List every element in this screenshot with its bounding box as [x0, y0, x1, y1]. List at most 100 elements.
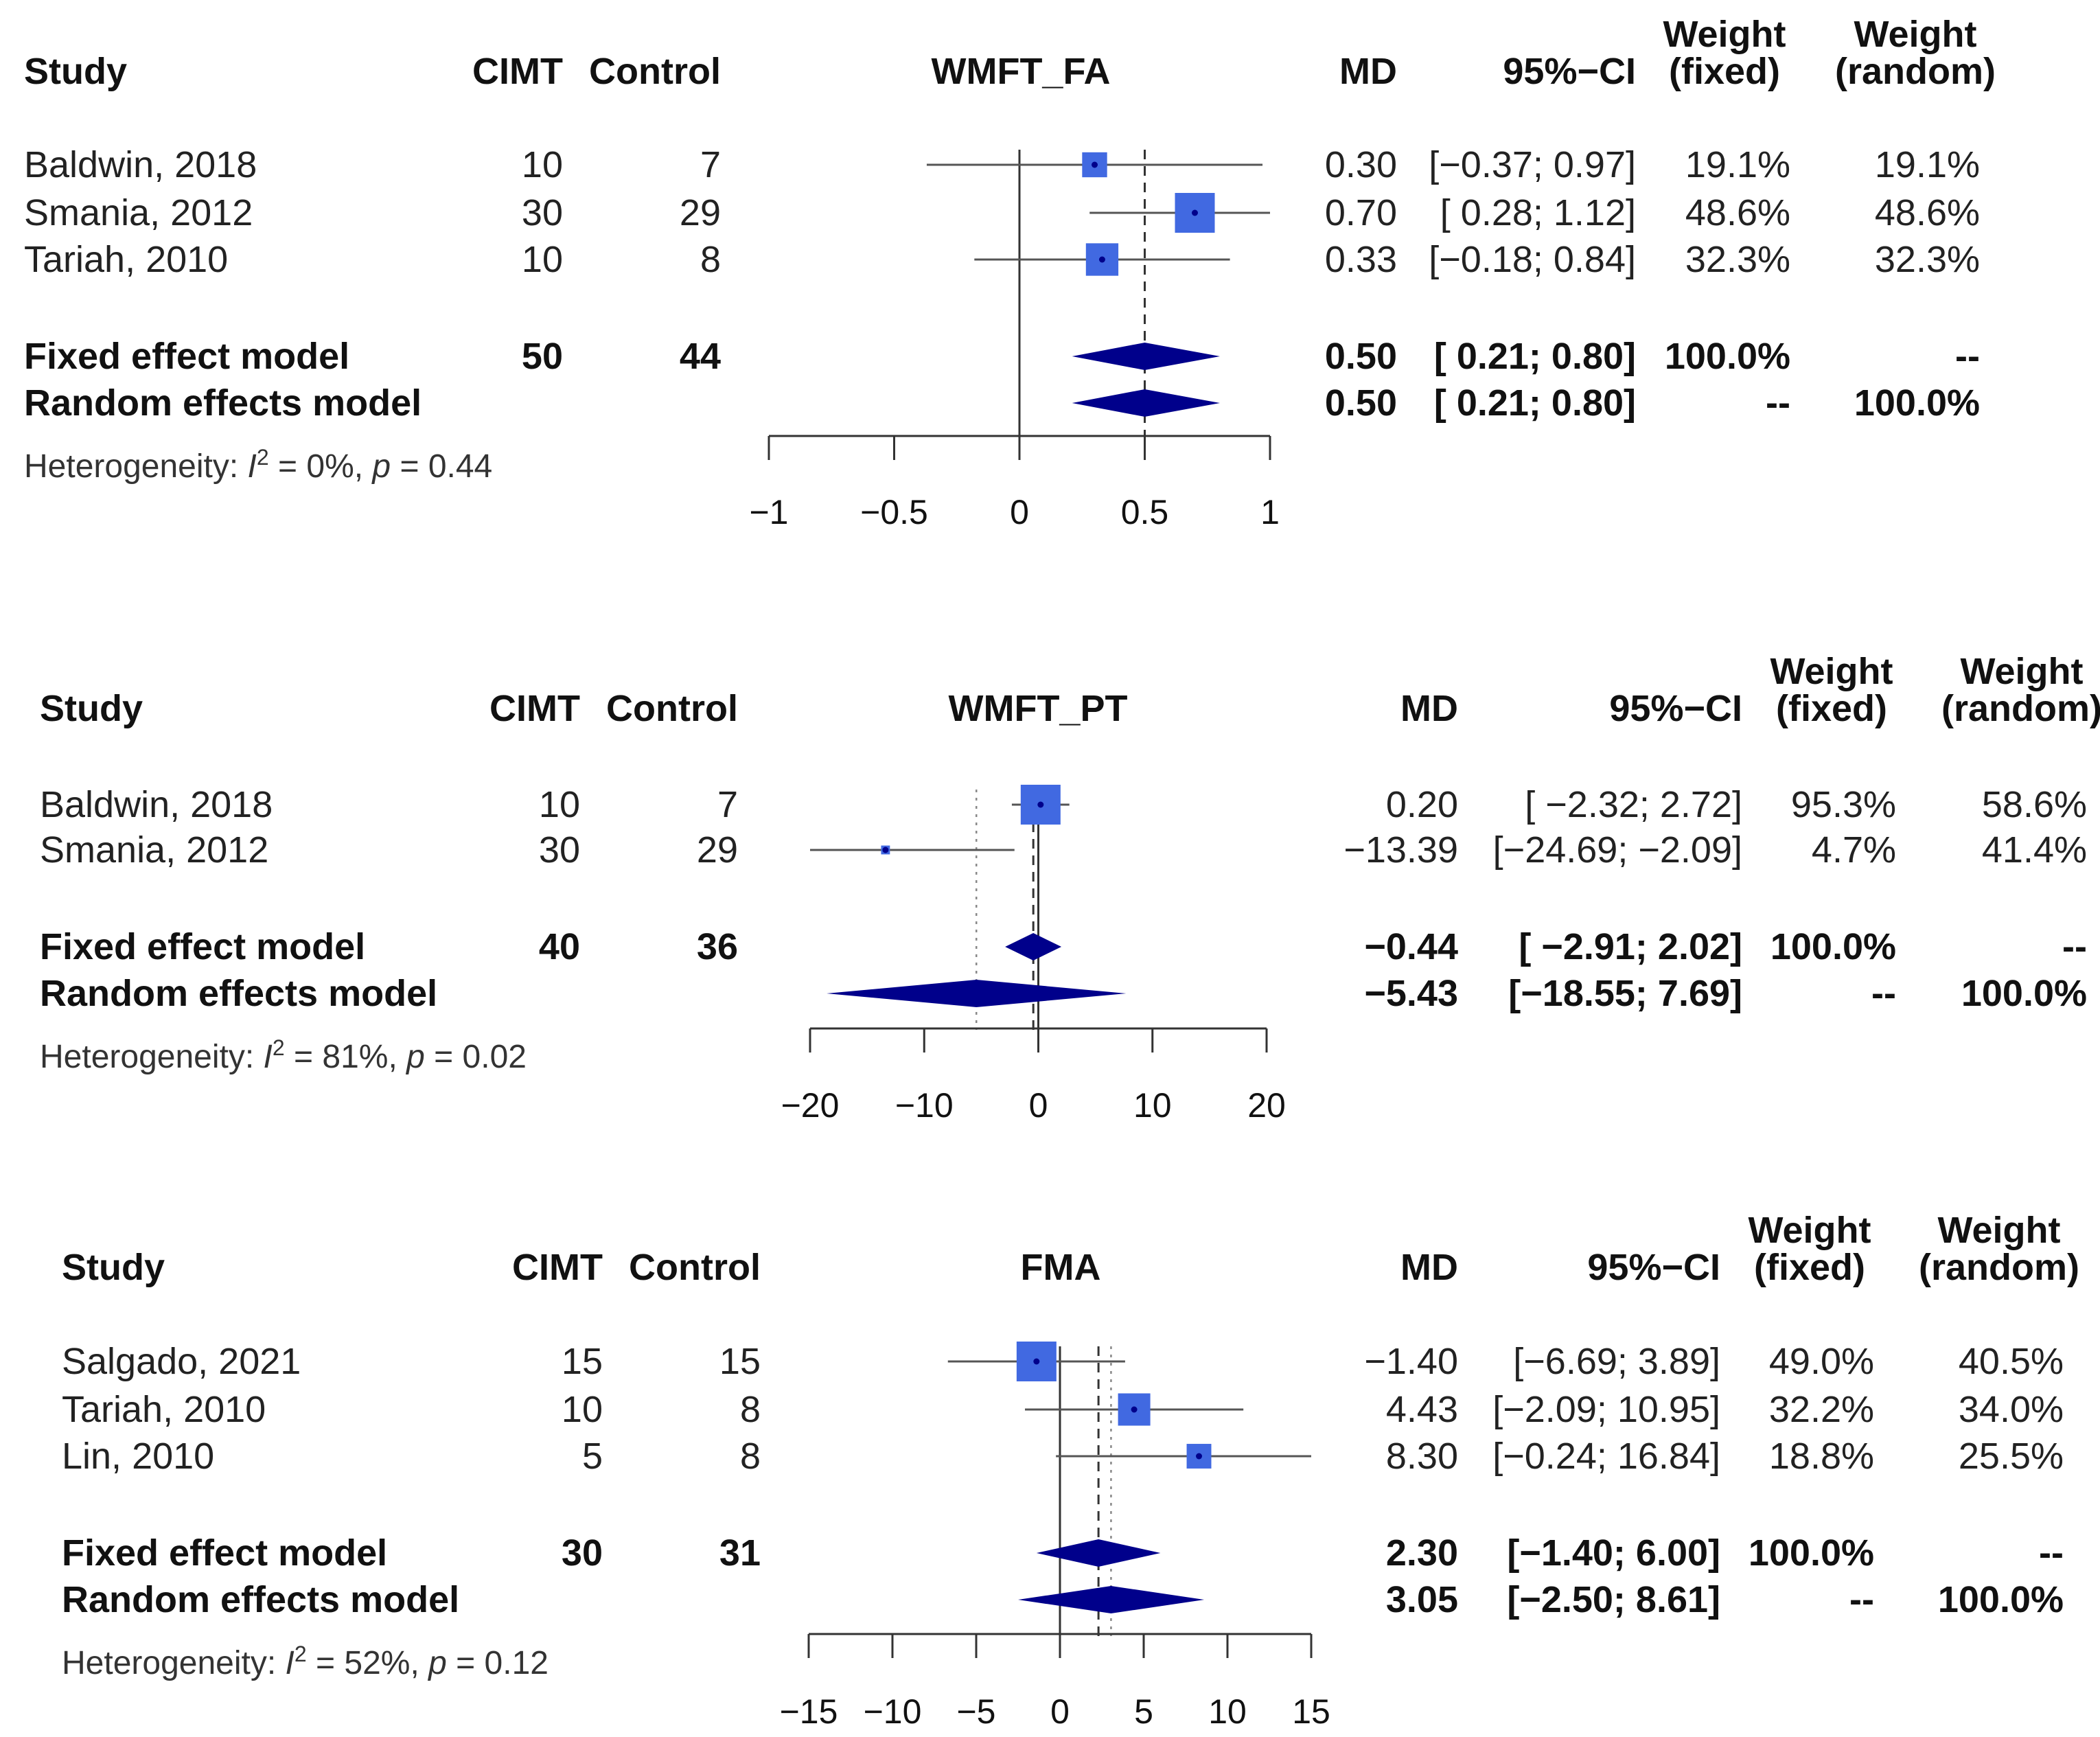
random-model-label: Random effects model	[62, 1579, 459, 1620]
fixed-cimt-total: 40	[539, 926, 580, 967]
study-control-n: 7	[717, 784, 738, 825]
study-point	[1092, 161, 1098, 168]
x-axis-tick-label: 15	[1292, 1692, 1330, 1731]
random-model-label: Random effects model	[40, 973, 437, 1014]
heterogeneity-pval: = 0.44	[391, 448, 492, 485]
study-point	[882, 847, 889, 853]
x-axis-tick-label: 0	[1050, 1692, 1070, 1731]
study-md: −1.40	[1364, 1341, 1458, 1382]
random-md: −5.43	[1364, 973, 1458, 1014]
random-ci: [−18.55; 7.69]	[1508, 973, 1742, 1014]
x-axis-tick-label: 10	[1133, 1086, 1172, 1125]
study-md: 4.43	[1386, 1389, 1458, 1430]
fixed-cimt-total: 30	[562, 1532, 603, 1574]
x-axis-tick-label: −10	[864, 1692, 922, 1731]
study-point	[1037, 801, 1044, 808]
x-axis-tick-label: −5	[956, 1692, 995, 1731]
study-ci: [ −2.32; 2.72]	[1525, 784, 1742, 825]
study-cimt-n: 30	[522, 192, 563, 233]
study-weight-fixed: 49.0%	[1769, 1341, 1874, 1382]
header-fixed: (fixed)	[1754, 1247, 1865, 1288]
fixed-md: −0.44	[1364, 926, 1458, 967]
random-md: 0.50	[1325, 382, 1397, 424]
heterogeneity-rest: = 0%,	[269, 448, 373, 485]
fixed-effect-diamond	[1072, 343, 1220, 370]
fixed-ci: [ −2.91; 2.02]	[1519, 926, 1742, 967]
fixed-ci: [−1.40; 6.00]	[1507, 1532, 1720, 1574]
random-weight-fixed: --	[1871, 973, 1896, 1014]
forest-panel-wmft_pt: Study CIMT Control WMFT_PT MD 95%−CIWeight(fi…	[40, 651, 2100, 1125]
header-study: Study	[24, 51, 127, 92]
heterogeneity-sup: 2	[295, 1642, 307, 1666]
x-axis-tick-label: −10	[895, 1086, 954, 1125]
study-md: 0.70	[1325, 192, 1397, 233]
header-md: MD	[1339, 51, 1397, 92]
fixed-weight-random: --	[2039, 1532, 2064, 1574]
fixed-model-label: Fixed effect model	[40, 926, 365, 967]
study-ci: [−2.09; 10.95]	[1492, 1389, 1720, 1430]
random-effect-diamond	[1018, 1586, 1205, 1613]
study-cimt-n: 10	[539, 784, 580, 825]
header-ci: 95%−CI	[1503, 51, 1636, 92]
study-control-n: 8	[740, 1436, 761, 1477]
fixed-model-label: Fixed effect model	[24, 336, 349, 377]
random-weight-random: 100.0%	[1854, 382, 1980, 424]
fixed-weight-random: --	[1955, 336, 1980, 377]
header-md: MD	[1400, 1247, 1458, 1288]
study-weight-random: 19.1%	[1875, 144, 1980, 185]
x-axis-tick-label: 0	[1010, 493, 1029, 531]
random-model-label: Random effects model	[24, 382, 422, 424]
study-name: Tariah, 2010	[24, 239, 228, 280]
fixed-md: 0.50	[1325, 336, 1397, 377]
study-weight-random: 48.6%	[1875, 192, 1980, 233]
fixed-effect-diamond	[1005, 933, 1062, 960]
study-control-n: 7	[700, 144, 721, 185]
heterogeneity-p: p	[405, 1039, 425, 1075]
study-point	[1098, 256, 1105, 263]
study-name: Tariah, 2010	[62, 1389, 266, 1430]
heterogeneity-p: p	[371, 448, 391, 485]
study-control-n: 15	[719, 1341, 761, 1382]
study-ci: [−0.37; 0.97]	[1429, 144, 1636, 185]
study-weight-fixed: 19.1%	[1685, 144, 1790, 185]
study-control-n: 8	[740, 1389, 761, 1430]
header-weight-random: Weight	[1854, 14, 1977, 55]
study-control-n: 29	[697, 829, 738, 871]
study-weight-fixed: 18.8%	[1769, 1436, 1874, 1477]
study-control-n: 29	[680, 192, 721, 233]
heterogeneity-text: Heterogeneity: I2 = 81%, p = 0.02	[40, 1035, 527, 1075]
study-md: 0.30	[1325, 144, 1397, 185]
study-cimt-n: 10	[562, 1389, 603, 1430]
x-axis-tick-label: −1	[749, 493, 788, 531]
fixed-weight-fixed: 100.0%	[1749, 1532, 1874, 1574]
study-point	[1033, 1358, 1040, 1365]
study-ci: [−6.69; 3.89]	[1513, 1341, 1720, 1382]
header-study: Study	[40, 688, 143, 729]
study-weight-fixed: 4.7%	[1812, 829, 1896, 871]
header-fixed: (fixed)	[1776, 688, 1887, 729]
study-ci: [−0.24; 16.84]	[1492, 1436, 1720, 1477]
fixed-weight-fixed: 100.0%	[1770, 926, 1896, 967]
study-name: Baldwin, 2018	[24, 144, 257, 185]
study-weight-fixed: 95.3%	[1791, 784, 1896, 825]
x-axis-tick-label: −0.5	[860, 493, 928, 531]
heterogeneity-sup: 2	[273, 1035, 285, 1060]
random-effect-diamond	[1072, 389, 1220, 417]
study-md: −13.39	[1343, 829, 1458, 871]
x-axis-tick-label: 1	[1260, 493, 1280, 531]
x-axis-tick-label: 10	[1208, 1692, 1247, 1731]
header-fixed: (fixed)	[1669, 51, 1780, 92]
heterogeneity-pval: = 0.12	[447, 1645, 549, 1681]
header-weight-fixed: Weight	[1663, 14, 1786, 55]
study-weight-fixed: 32.2%	[1769, 1389, 1874, 1430]
study-weight-fixed: 48.6%	[1685, 192, 1790, 233]
study-md: 0.33	[1325, 239, 1397, 280]
study-point	[1196, 1453, 1203, 1460]
fixed-weight-random: --	[2062, 926, 2087, 967]
fixed-ci: [ 0.21; 0.80]	[1434, 336, 1636, 377]
study-weight-random: 34.0%	[1959, 1389, 2064, 1430]
header-random: (random)	[1835, 51, 1996, 92]
heterogeneity-rest: = 52%,	[307, 1645, 428, 1681]
random-effect-diamond	[827, 980, 1127, 1007]
